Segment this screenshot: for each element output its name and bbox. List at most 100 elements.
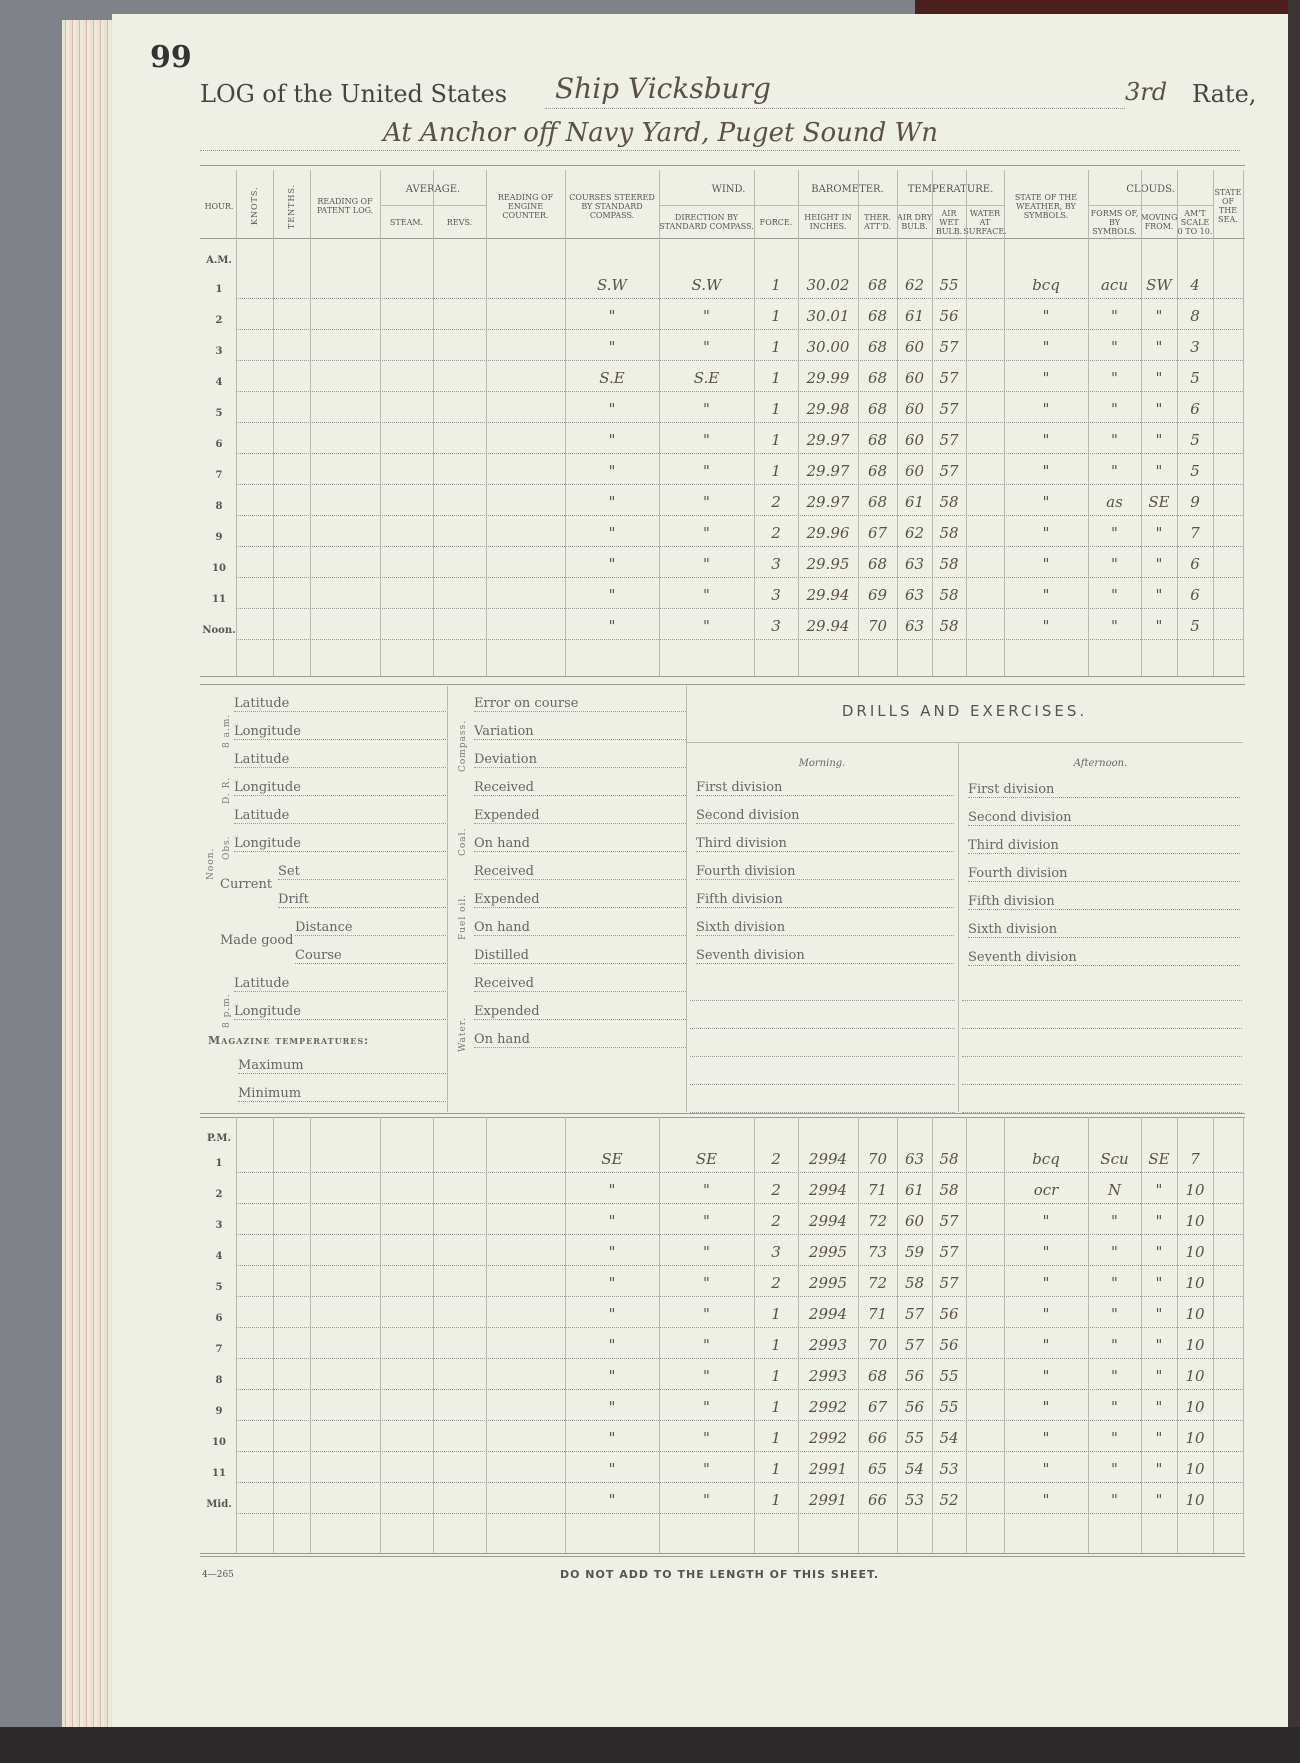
pm-wind-dir: " xyxy=(703,1367,710,1385)
am-cloud-from: " xyxy=(1155,462,1163,480)
row-rule xyxy=(236,1296,1243,1297)
column-header: Tenths. xyxy=(287,183,296,229)
hour-label: 3 xyxy=(215,1220,223,1231)
column-divider xyxy=(1213,1117,1214,1553)
pm-weather: " xyxy=(1042,1429,1050,1447)
blank-line xyxy=(690,1056,955,1057)
pm-cloud-amt: 10 xyxy=(1185,1274,1205,1292)
am-cloud-from: " xyxy=(1155,431,1163,449)
am-wind-dir: " xyxy=(703,462,710,480)
hour-label: 11 xyxy=(212,1468,226,1479)
am-cloud-form: acu xyxy=(1100,276,1128,294)
pm-cloud-form: " xyxy=(1111,1336,1118,1354)
blank-line xyxy=(690,1084,955,1085)
am-cloud-amt: 6 xyxy=(1190,555,1200,573)
hour-label: 4 xyxy=(215,1251,223,1262)
am-wet: 56 xyxy=(939,307,959,325)
hour-label: 7 xyxy=(215,470,223,481)
am-cloud-form: " xyxy=(1111,307,1118,325)
pm-wet: 58 xyxy=(939,1150,959,1168)
column-divider xyxy=(310,1117,311,1553)
pm-cloud-from: " xyxy=(1155,1336,1163,1354)
pm-cloud-amt: 10 xyxy=(1185,1243,1205,1261)
rule xyxy=(200,1117,1245,1118)
pm-cloud-form: " xyxy=(1111,1274,1118,1292)
pm-course: " xyxy=(608,1429,616,1447)
afternoon-division: First division xyxy=(968,782,1240,798)
column-divider xyxy=(659,1117,660,1553)
am-cloud-amt: 7 xyxy=(1190,524,1200,542)
hour-label: 3 xyxy=(215,346,223,357)
row-rule xyxy=(236,639,1243,640)
position-field-set: Set xyxy=(278,864,446,880)
am-course: " xyxy=(608,400,616,418)
am-cloud-form: " xyxy=(1111,369,1118,387)
morning-division: Seventh division xyxy=(696,948,954,964)
am-dry: 60 xyxy=(904,431,925,449)
pm-height: 2991 xyxy=(808,1491,848,1509)
pm-wet: 55 xyxy=(939,1367,959,1385)
column-divider xyxy=(1213,170,1214,676)
pm-wind-dir: " xyxy=(703,1243,710,1261)
column-divider xyxy=(236,1117,237,1553)
am-ther: 68 xyxy=(867,431,888,449)
pm-cloud-from: " xyxy=(1155,1243,1163,1261)
pm-dry: 54 xyxy=(904,1460,925,1478)
pm-force: 1 xyxy=(771,1429,781,1447)
am-force: 1 xyxy=(771,338,781,356)
pm-force: 2 xyxy=(771,1150,781,1168)
am-wet: 58 xyxy=(939,586,959,604)
am-cloud-amt: 8 xyxy=(1190,307,1200,325)
section-divider xyxy=(447,686,448,1112)
column-divider xyxy=(486,1117,487,1553)
row-rule xyxy=(236,422,1243,423)
blank-line xyxy=(690,1000,955,1001)
column-divider xyxy=(966,1117,967,1553)
pm-cloud-amt: 10 xyxy=(1185,1429,1205,1447)
pm-height: 2995 xyxy=(808,1274,848,1292)
am-cloud-amt: 5 xyxy=(1190,462,1200,480)
am-ther: 68 xyxy=(867,276,888,294)
pm-dry: 58 xyxy=(904,1274,925,1292)
pm-cloud-from: " xyxy=(1155,1491,1163,1509)
am-cloud-amt: 6 xyxy=(1190,586,1200,604)
am-height: 29.95 xyxy=(806,555,850,573)
am-cloud-form: " xyxy=(1111,617,1118,635)
column-header: Reading of Engine Counter. xyxy=(497,192,554,220)
column-divider xyxy=(433,1117,434,1553)
row-rule xyxy=(236,1265,1243,1266)
am-course: S.E xyxy=(599,369,625,387)
column-divider xyxy=(565,1117,566,1553)
column-divider xyxy=(1243,170,1244,676)
pm-ther: 65 xyxy=(867,1460,888,1478)
position-field-latitude: Latitude xyxy=(234,752,446,768)
am-cloud-form: " xyxy=(1111,338,1118,356)
row-rule xyxy=(236,329,1243,330)
pm-weather: " xyxy=(1042,1305,1050,1323)
am-dry: 63 xyxy=(904,586,925,604)
pm-dry: 56 xyxy=(904,1367,925,1385)
rule xyxy=(1088,205,1213,206)
column-divider xyxy=(1141,170,1142,676)
pm-cloud-amt: 10 xyxy=(1185,1212,1205,1230)
am-height: 29.94 xyxy=(806,586,850,604)
am-weather: " xyxy=(1042,617,1050,635)
hour-label: 10 xyxy=(212,1437,226,1448)
column-header: Knots. xyxy=(250,186,259,226)
am-wet: 55 xyxy=(939,276,959,294)
am-wind-dir: " xyxy=(703,307,710,325)
supply-field: On hand xyxy=(474,1032,686,1048)
afternoon-division: Second division xyxy=(968,810,1240,826)
pm-ther: 71 xyxy=(867,1181,888,1199)
section-divider xyxy=(958,743,959,1112)
pm-height: 2992 xyxy=(808,1429,848,1447)
pm-weather: " xyxy=(1042,1274,1050,1292)
column-divider xyxy=(433,170,434,676)
am-height: 30.02 xyxy=(806,276,850,294)
pm-wet: 54 xyxy=(939,1429,959,1447)
column-header: Air Dry Bulb. xyxy=(897,213,932,231)
am-course: " xyxy=(608,307,616,325)
pm-ther: 70 xyxy=(867,1150,888,1168)
ship-rate: 3rd xyxy=(1125,78,1168,106)
footer-notice: DO NOT ADD TO THE LENGTH OF THIS SHEET. xyxy=(560,1568,880,1581)
